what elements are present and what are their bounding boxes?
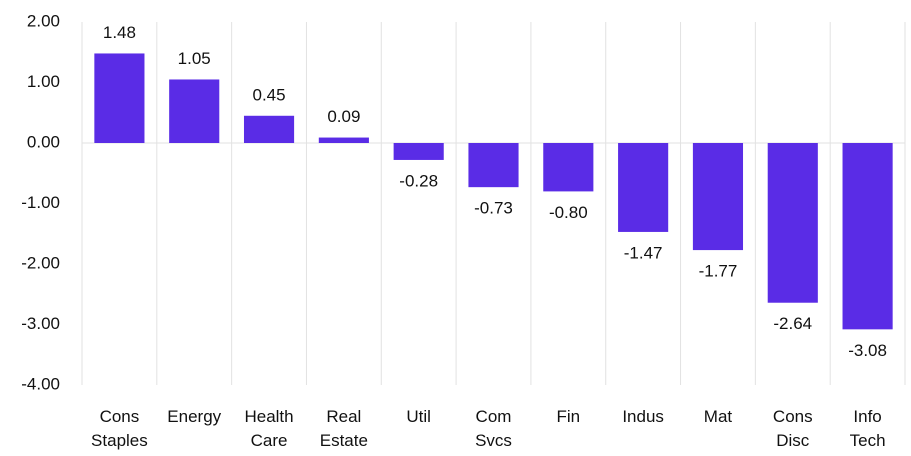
x-tick-label-line: Com (476, 407, 512, 426)
data-label: -0.73 (474, 199, 513, 218)
x-tick-label: Info Tech (850, 407, 886, 450)
data-label: 1.05 (178, 49, 211, 68)
bar (243, 115, 295, 143)
x-tick-label: Real Estate (320, 407, 368, 450)
x-tick-label-line: Indus (622, 407, 664, 426)
x-tick-label-line: Mat (704, 407, 733, 426)
bar (692, 143, 744, 251)
y-tick-label: 1.00 (27, 72, 60, 91)
y-tick-label: -1.00 (21, 193, 60, 212)
x-tick-label-line: Energy (167, 407, 221, 426)
x-tick-label: Indus (622, 407, 664, 426)
x-tick-label-line: Util (406, 407, 431, 426)
x-tick-label: Energy (167, 407, 221, 426)
bar (393, 143, 444, 160)
data-label: -1.47 (624, 243, 663, 262)
bar (543, 143, 594, 192)
bar (618, 143, 669, 232)
x-tick-label: Cons Disc (773, 407, 813, 450)
x-tick-label-line: Real (326, 407, 361, 426)
y-tick-label: 0.00 (27, 132, 60, 151)
data-label: -1.77 (699, 262, 738, 281)
bar (468, 143, 519, 188)
bar (169, 79, 220, 143)
x-tick-label: Fin (557, 407, 581, 426)
x-tick-label: Util (406, 407, 431, 426)
data-label: -0.28 (399, 171, 438, 190)
bar (767, 143, 818, 303)
bar (842, 143, 893, 330)
x-tick-label: Com Svcs (475, 407, 512, 450)
x-tick-label: Mat (704, 407, 733, 426)
x-tick-label-line: Fin (557, 407, 581, 426)
y-tick-label: 2.00 (27, 11, 60, 30)
data-label: -2.64 (773, 314, 812, 333)
x-tick-label-line: Estate (320, 431, 368, 450)
data-label: -3.08 (848, 341, 887, 360)
data-label: -0.80 (549, 203, 588, 222)
x-tick-label: Cons Staples (91, 407, 148, 450)
bar (318, 137, 369, 143)
y-tick-label: -3.00 (21, 314, 60, 333)
y-tick-label: -4.00 (21, 374, 60, 393)
x-tick-label-line: Cons (773, 407, 813, 426)
x-tick-label-line: Cons (100, 407, 140, 426)
data-label: 0.09 (327, 107, 360, 126)
x-tick-label-line: Disc (776, 431, 810, 450)
x-tick-label-line: Health (244, 407, 293, 426)
x-tick-label-line: Tech (850, 431, 886, 450)
x-tick-label: Health Care (244, 407, 293, 450)
bar (94, 53, 145, 143)
y-tick-label: -2.00 (21, 253, 60, 272)
x-tick-label-line: Staples (91, 431, 148, 450)
x-tick-label-line: Info (853, 407, 881, 426)
x-tick-label-line: Care (251, 431, 288, 450)
data-label: 0.45 (252, 85, 285, 104)
x-tick-label-line: Svcs (475, 431, 512, 450)
data-label: 1.48 (103, 23, 136, 42)
